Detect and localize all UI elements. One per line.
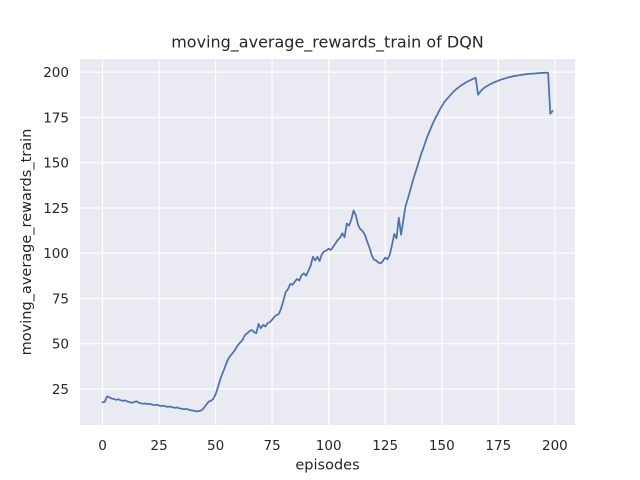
x-tick-label: 100 bbox=[316, 438, 342, 454]
gridlines bbox=[80, 59, 575, 425]
y-tick-label: 25 bbox=[52, 382, 69, 398]
y-tick-label: 75 bbox=[52, 292, 69, 308]
x-tick-label: 75 bbox=[264, 438, 281, 454]
chart-title: moving_average_rewards_train of DQN bbox=[171, 33, 484, 53]
y-tick-label: 175 bbox=[43, 111, 69, 127]
y-tick-label: 200 bbox=[43, 65, 69, 81]
y-tick-label: 150 bbox=[43, 156, 69, 172]
x-tick-labels: 0 25 50 75 100 125 150 175 200 bbox=[98, 438, 568, 454]
y-tick-labels: 25 50 75 100 125 150 175 200 bbox=[43, 65, 69, 398]
y-tick-label: 100 bbox=[43, 246, 69, 262]
x-tick-label: 125 bbox=[372, 438, 398, 454]
x-tick-label: 50 bbox=[207, 438, 224, 454]
y-axis-label: moving_average_rewards_train bbox=[19, 129, 35, 356]
y-tick-label: 50 bbox=[52, 337, 69, 353]
x-tick-label: 150 bbox=[429, 438, 455, 454]
dqn-reward-line bbox=[101, 71, 554, 413]
y-tick-label: 125 bbox=[43, 201, 69, 217]
plot-area bbox=[80, 59, 575, 425]
x-tick-label: 200 bbox=[542, 438, 568, 454]
x-axis-label: episodes bbox=[295, 458, 359, 474]
x-tick-label: 0 bbox=[98, 438, 107, 454]
x-tick-label: 175 bbox=[485, 438, 511, 454]
x-tick-label: 25 bbox=[151, 438, 168, 454]
